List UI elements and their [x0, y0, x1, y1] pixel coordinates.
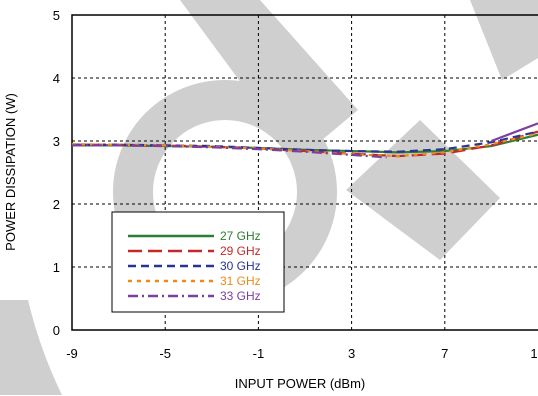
y-tick-label: 3 [53, 134, 60, 149]
legend-label: 31 GHz [220, 274, 261, 288]
x-tick-label: -5 [159, 346, 171, 361]
x-tick-label: 1 [530, 346, 537, 361]
series-line [71, 132, 538, 158]
series-line [491, 122, 538, 143]
x-tick-label: 3 [348, 346, 355, 361]
x-tick-label: -1 [253, 346, 265, 361]
x-tick-labels: -9 -5 -1 3 7 1 [66, 346, 537, 361]
y-tick-label: 1 [53, 260, 60, 275]
series-lines [71, 122, 538, 159]
legend-label: 27 GHz [220, 229, 261, 243]
grid-lines [72, 15, 538, 330]
y-tick-label: 4 [53, 71, 60, 86]
y-tick-label: 2 [53, 197, 60, 212]
x-axis-label: INPUT POWER (dBm) [235, 376, 366, 391]
legend-label: 29 GHz [220, 244, 261, 258]
plot-area-frame [71, 14, 538, 331]
y-tick-labels: 0 1 2 3 4 5 [53, 8, 60, 338]
legend-label: 30 GHz [220, 259, 261, 273]
x-tick-label: -9 [66, 346, 78, 361]
y-tick-label: 0 [53, 323, 60, 338]
series-line [72, 130, 538, 158]
legend-label: 33 GHz [220, 289, 261, 303]
y-tick-label: 5 [53, 8, 60, 23]
series-line [72, 144, 387, 159]
x-tick-label: 7 [441, 346, 448, 361]
y-axis-label: POWER DISSIPATION (W) [3, 93, 18, 251]
